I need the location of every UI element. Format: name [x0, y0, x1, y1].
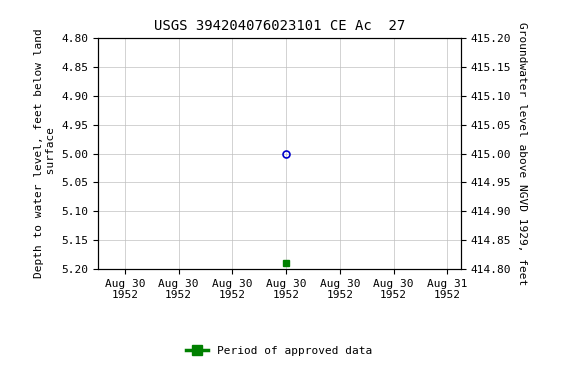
- Title: USGS 394204076023101 CE Ac  27: USGS 394204076023101 CE Ac 27: [154, 19, 405, 33]
- Y-axis label: Depth to water level, feet below land
 surface: Depth to water level, feet below land su…: [34, 29, 56, 278]
- Legend: Period of approved data: Period of approved data: [182, 341, 377, 360]
- Y-axis label: Groundwater level above NGVD 1929, feet: Groundwater level above NGVD 1929, feet: [517, 22, 526, 285]
